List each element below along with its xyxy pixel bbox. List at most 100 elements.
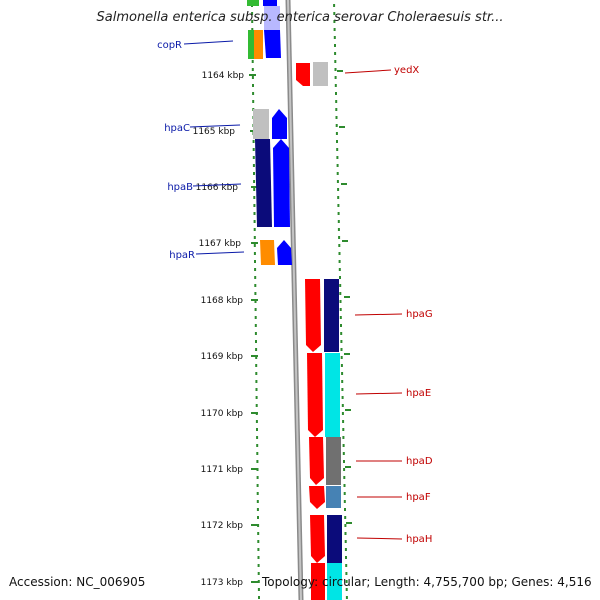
gene-feature-cyan[interactable]: [327, 563, 342, 600]
gene-label-hpaD[interactable]: hpaD: [406, 456, 433, 467]
guide-dot-right: [343, 484, 346, 487]
guide-dot-right: [342, 436, 345, 439]
gene-feature-orange-copR[interactable]: [254, 30, 263, 59]
guide-dot-right: [336, 180, 339, 183]
guide-dot-left: [257, 516, 259, 519]
gene-feature-steelblue-hpaF[interactable]: [326, 486, 341, 508]
gene-label-hpaF[interactable]: hpaF: [406, 492, 431, 503]
guide-dot-left: [254, 300, 257, 303]
left-gene-labels: copR hpaC hpaB hpaR: [157, 40, 245, 261]
gene-feature-hpaH[interactable]: [310, 515, 325, 563]
ruler-tick: 1170 kbp: [201, 409, 258, 419]
gene-feature-hpaG[interactable]: [305, 279, 321, 352]
guide-dot-left: [255, 372, 258, 375]
guide-dot-right: [339, 308, 342, 311]
ruler-label: 1172 kbp: [201, 521, 244, 531]
gene-label-hpaH[interactable]: hpaH: [406, 534, 432, 545]
guide-dot-left: [256, 492, 259, 495]
guide-dot-left: [251, 28, 254, 31]
guide-dot-left: [254, 324, 257, 327]
gene-feature-hpaB-right[interactable]: [273, 139, 290, 227]
guide-dot-right: [335, 108, 338, 111]
gene-feature-yedX[interactable]: [296, 63, 310, 86]
guide-dot-left: [252, 100, 255, 103]
guide-dot-right: [342, 420, 345, 423]
gene-feature-gray-yedX[interactable]: [313, 62, 328, 86]
guide-dot-left: [254, 292, 257, 295]
gene-feature-hpaC[interactable]: [272, 109, 287, 139]
gene-feature-navy-hpaH[interactable]: [327, 515, 342, 563]
gene-feature-red[interactable]: [311, 563, 325, 600]
gene-feature-lavender[interactable]: [264, 6, 280, 30]
guide-dot-right: [341, 372, 344, 375]
gene-feature-cyan-hpaE[interactable]: [325, 353, 340, 437]
guide-dot-left: [251, 60, 254, 63]
guide-dot-left: [254, 316, 257, 319]
gene-feature-hpaD[interactable]: [309, 437, 324, 485]
gene-feature-gray[interactable]: [253, 109, 269, 139]
gene-feature-navy-hpaG[interactable]: [324, 279, 339, 352]
guide-dot-left: [257, 532, 260, 535]
guide-dot-left: [253, 196, 256, 199]
guide-dot-right: [345, 564, 348, 567]
guide-dot-right: [340, 348, 343, 351]
ruler-tick: 1165 kbp: [193, 127, 257, 137]
guide-dot-left: [255, 388, 258, 391]
gene-feature-orange-hpaR[interactable]: [260, 240, 275, 265]
gene-label-hpaB[interactable]: hpaB: [167, 182, 193, 193]
guide-dot-left: [256, 460, 259, 463]
guide-dot-left: [252, 140, 255, 143]
guide-dot-left: [256, 436, 259, 439]
gene-label-hpaG[interactable]: hpaG: [406, 309, 433, 320]
guide-dot-left: [251, 12, 254, 15]
gene-label-yedX[interactable]: yedX: [394, 65, 419, 76]
guide-dot-right: [341, 412, 344, 415]
guide-dot-right: [343, 460, 345, 463]
ruler-tick: 1169 kbp: [201, 352, 258, 362]
guide-dot-left: [256, 444, 259, 447]
guide-dot-right: [344, 516, 347, 519]
guide-dot-right: [339, 292, 342, 295]
guide-dot-left: [254, 276, 257, 279]
gene-label-copR[interactable]: copR: [157, 40, 182, 51]
gene-feature-blue[interactable]: [264, 30, 281, 58]
guide-dot-right: [342, 428, 345, 431]
gene-feature-green[interactable]: [247, 0, 259, 6]
gene-feature-hpaF[interactable]: [309, 486, 325, 509]
ruler-tick: 1172 kbp: [201, 521, 258, 531]
guide-dot-right: [335, 124, 338, 127]
guide-dot-left: [256, 428, 258, 431]
gene-label-hpaC[interactable]: hpaC: [164, 123, 190, 134]
guide-dot-left: [257, 564, 260, 567]
gene-feature-darkgray-hpaD[interactable]: [326, 437, 341, 485]
guide-dot-right: [341, 380, 344, 383]
gene-feature-hpaR-right[interactable]: [277, 240, 292, 265]
ruler-label: 1164 kbp: [202, 71, 245, 81]
guide-dot-right: [333, 36, 336, 39]
guide-dot-right: [337, 212, 340, 215]
guide-dot-right: [343, 476, 346, 479]
guide-dot-right: [345, 580, 348, 583]
guide-dot-left: [256, 508, 259, 511]
guide-dot-right: [334, 44, 336, 47]
guide-dot-left: [257, 572, 260, 575]
gene-feature-hpaE[interactable]: [307, 353, 323, 437]
gene-features: [247, 0, 342, 600]
guide-dot-right: [344, 508, 346, 511]
guide-dot-left: [256, 476, 259, 479]
genome-title: Salmonella enterica subsp. enterica sero…: [96, 10, 504, 25]
gene-label-hpaE[interactable]: hpaE: [406, 388, 431, 399]
gene-feature-hpaB[interactable]: [255, 139, 272, 227]
ruler-label: 1169 kbp: [201, 352, 244, 362]
ruler-label: 1168 kbp: [201, 296, 244, 306]
guide-dot-left: [253, 228, 256, 231]
gene-feature-green[interactable]: [248, 30, 254, 59]
gene-label-hpaR[interactable]: hpaR: [169, 250, 195, 261]
guide-dot-left: [255, 356, 258, 359]
gene-feature-blue[interactable]: [263, 0, 277, 6]
ruler-tick: 1167 kbp: [199, 239, 258, 249]
guide-dot-right: [338, 252, 341, 255]
guide-dot-left: [253, 180, 256, 183]
guide-dot-right: [336, 156, 339, 159]
